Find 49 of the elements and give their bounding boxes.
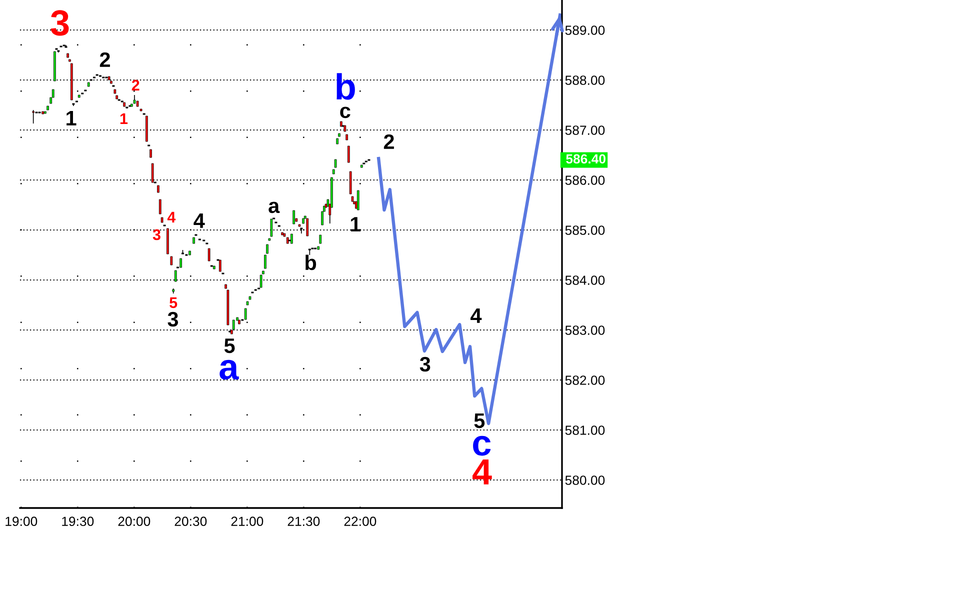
x-tick-label: 19:30 [62,516,94,526]
annotation: 3 [420,356,430,372]
annotation: a [220,360,239,380]
y-tick-label: 580.00 [565,476,605,485]
candlestick [158,199,162,214]
annotation: c [340,106,350,118]
annotation: 4 [194,214,205,228]
annotation: 4 [470,308,482,323]
x-tick-label: 19:00 [6,516,38,526]
annotation: 3 [50,10,69,36]
annotation: 4 [472,459,492,484]
x-tick-label: 20:00 [118,516,150,526]
candlestick [292,210,295,224]
annotation: 2 [132,80,140,90]
candlestick [32,110,35,124]
annotation: 5 [170,297,178,308]
x-tick-label: 21:00 [231,516,264,526]
annotation: 3 [152,229,160,240]
annotation: 1 [120,113,128,124]
y-tick-label: 581.00 [565,426,605,435]
y-tick-label: 583.00 [565,326,605,335]
x-tick-label: 20:30 [174,516,207,526]
annotation: 3 [168,312,178,327]
candlestick [208,248,210,262]
annotation: 2 [100,52,110,67]
annotation: 1 [66,111,76,126]
y-tick-label: 582.00 [565,376,605,385]
annotation: 2 [384,134,394,149]
annotation: 4 [167,212,176,222]
x-tick-label: 22:00 [344,516,376,526]
y-tick-label: 587.00 [565,126,605,135]
annotation: 5 [474,414,485,428]
annotation: a [268,202,280,214]
candlestick [290,234,293,244]
candlestick [244,308,247,320]
y-tick-label: 584.00 [565,276,605,285]
annotation: b [336,73,355,100]
y-tick-label: 588.00 [565,76,605,85]
y-tick-label: 586.00 [565,176,605,185]
annotation: 5 [224,338,235,354]
candlestick [218,260,222,272]
text: 586.40 [566,154,606,164]
annotation: 1 [350,217,361,232]
candlestick [347,146,350,163]
y-tick-label: 589.00 [565,26,605,35]
annotation: b [306,254,316,270]
y-tick-label: 585.00 [565,226,605,235]
annotation: c [473,436,491,456]
x-tick-label: 21:30 [288,516,320,526]
